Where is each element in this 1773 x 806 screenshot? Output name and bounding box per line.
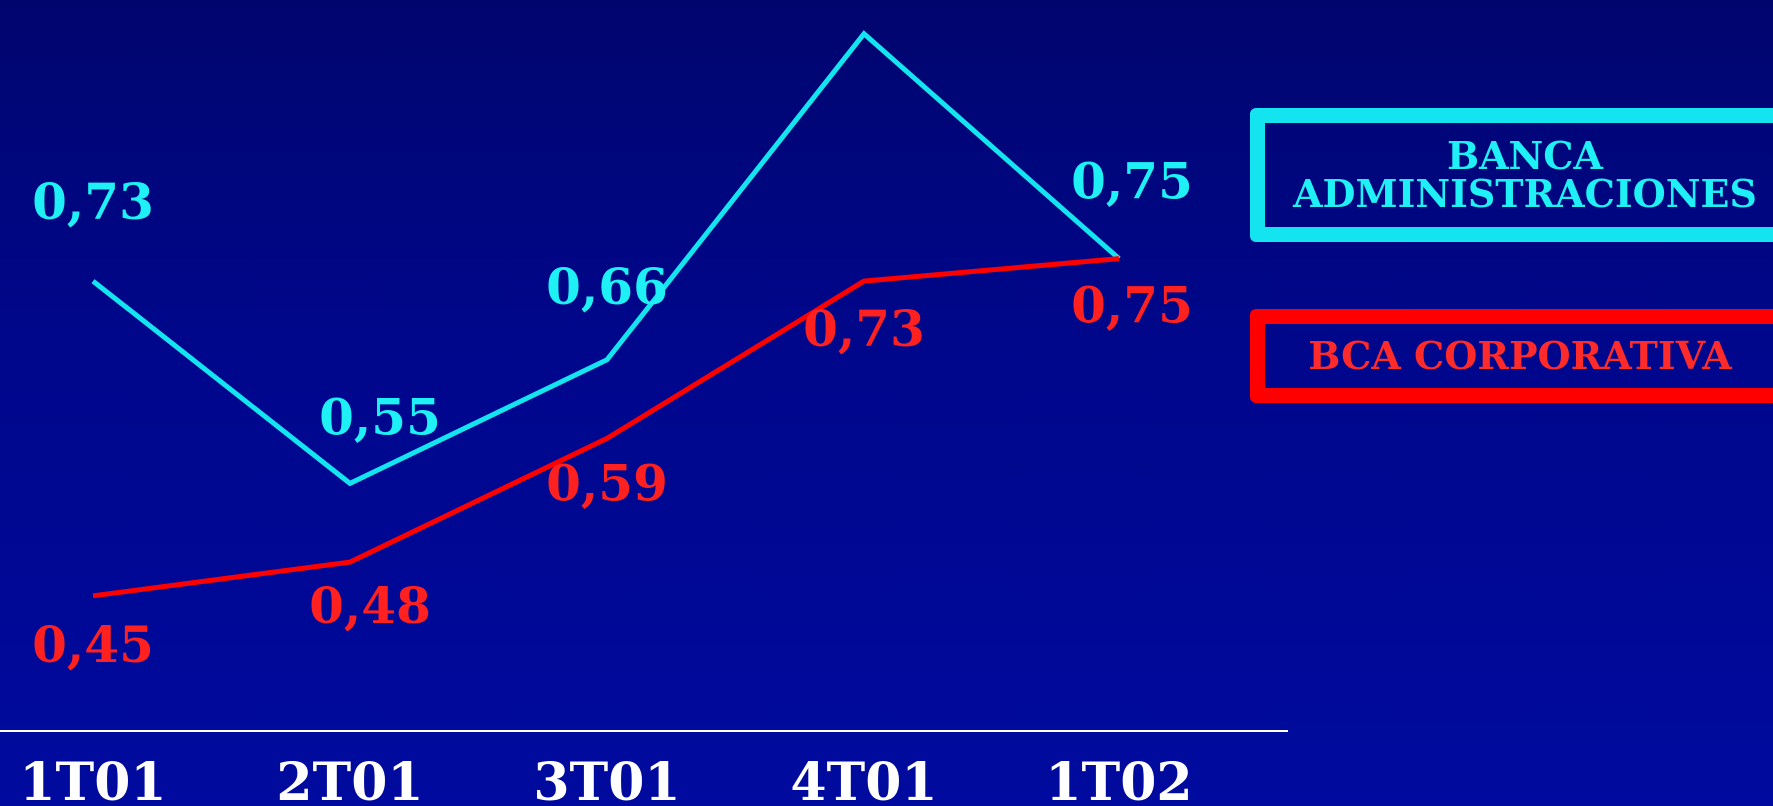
data-label-s1-2: 0,59 bbox=[546, 453, 668, 512]
legend-label-banca-line2: ADMINISTRACIONES bbox=[1293, 171, 1757, 216]
data-label-s1-4: 0,75 bbox=[1071, 276, 1193, 335]
x-tick-label-1: 2T01 bbox=[276, 752, 423, 806]
data-label-s0-2: 0,66 bbox=[546, 257, 668, 316]
data-label-s1-0: 0,45 bbox=[32, 615, 154, 674]
x-tick-label-2: 3T01 bbox=[533, 752, 680, 806]
x-tick-label-4: 1T02 bbox=[1045, 752, 1192, 806]
x-tick-label-3: 4T01 bbox=[790, 752, 937, 806]
legend-label-banca-line1: BANCA bbox=[1446, 133, 1604, 178]
data-label-s1-1: 0,48 bbox=[309, 576, 431, 635]
series-line-1 bbox=[92, 256, 1120, 599]
legend-item-bca-corporativa: BCA CORPORATIVA bbox=[1250, 309, 1773, 403]
series-line-0 bbox=[91, 30, 1121, 487]
data-label-s0-0: 0,73 bbox=[32, 172, 154, 231]
legend-label-bca-corporativa: BCA CORPORATIVA bbox=[1308, 333, 1732, 378]
legend-item-banca-administraciones: BANCA ADMINISTRACIONES bbox=[1250, 108, 1773, 242]
x-tick-label-0: 1T01 bbox=[19, 752, 166, 806]
data-label-s0-1: 0,55 bbox=[319, 387, 441, 446]
data-label-s1-3: 0,73 bbox=[803, 299, 925, 358]
data-label-s0-4: 0,75 bbox=[1071, 152, 1193, 211]
